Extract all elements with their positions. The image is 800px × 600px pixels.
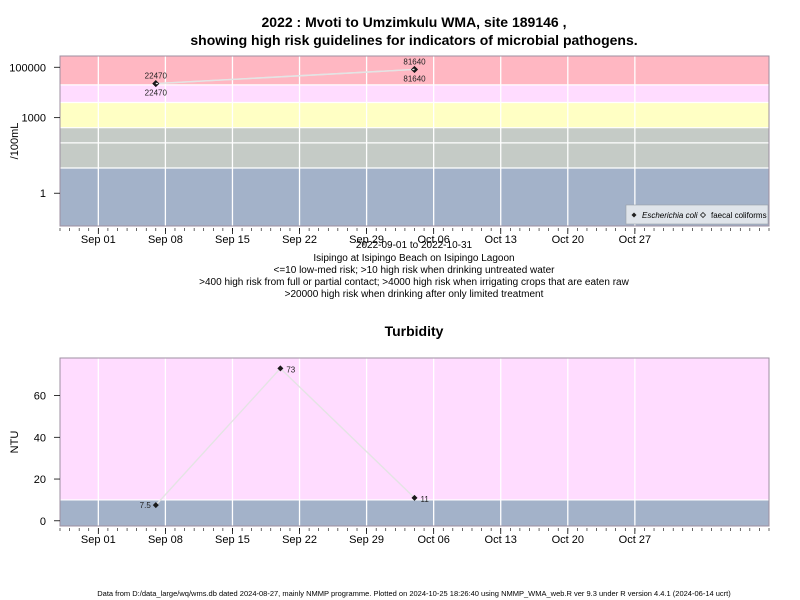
data-label: 22470 (145, 72, 168, 81)
plot-border (59, 55, 770, 227)
legend-label-ecoli: Escherichia coli (642, 211, 698, 220)
series-line (155, 68, 415, 85)
data-point (411, 494, 418, 501)
x-tick-label: Sep 08 (148, 534, 183, 546)
x-tick-label: Oct 20 (552, 234, 584, 246)
legend-box (625, 204, 769, 225)
y-tick-label: 40 (34, 432, 46, 444)
date-range-note: 2022-09-01 to 2022-10-31 (356, 240, 473, 251)
risk-band (60, 127, 769, 143)
site-description: Isipingo at Isipingo Beach on Isipingo L… (313, 253, 514, 264)
data-label: 11 (421, 495, 430, 504)
x-tick-label: Sep 15 (215, 534, 250, 546)
data-label: 81640 (403, 57, 426, 66)
risk-band (60, 499, 769, 526)
x-tick-label: Oct 27 (619, 534, 651, 546)
x-tick-label: Sep 01 (81, 234, 116, 246)
y-tick-label: 1 (40, 188, 46, 200)
x-tick-label: Sep 08 (148, 234, 183, 246)
risk-band (60, 102, 769, 128)
x-tick-label: Sep 22 (282, 534, 317, 546)
data-label: 7.5 (140, 501, 152, 510)
legend-marker-faecal (699, 211, 707, 219)
y-axis-label: NTU (9, 431, 21, 454)
turbidity-chart-panel: Sep 01 Sep 08 Sep 15 Sep 22 Sep 29 Oct 06 Oct … (9, 357, 770, 546)
guideline-note-3: >20000 high risk when drinking after onl… (285, 289, 544, 300)
risk-band (60, 84, 769, 103)
data-label: 73 (286, 365, 295, 374)
y-tick-label: 1000 (22, 113, 46, 125)
risk-band (60, 142, 769, 169)
risk-band (60, 358, 769, 500)
data-point (152, 502, 159, 509)
microbial-legend: Escherichia coli faecal coliforms (625, 204, 769, 225)
x-tick-label: Sep 22 (282, 234, 317, 246)
microbial-notes: 2022-09-01 to 2022-10-31 Isipingo at Isi… (199, 240, 629, 300)
chart-title-line-1: 2022 : Mvoti to Umzimkulu WMA, site 1891… (262, 14, 567, 30)
plot-border (59, 357, 770, 527)
data-label: 22470 (145, 89, 168, 98)
y-tick-label: 20 (34, 474, 46, 486)
data-point (152, 80, 160, 88)
footer-note: Data from D:/data_large/wq/wms.db dated … (97, 589, 731, 598)
microbial-chart-panel: Sep 01 Sep 08 Sep 15 Sep 22 Sep 29 Oct 06 Oct … (9, 55, 770, 246)
x-tick-label: Oct 06 (417, 534, 449, 546)
x-tick-label: Sep 15 (215, 234, 250, 246)
guideline-note-2: >400 high risk from full or partial cont… (199, 277, 629, 288)
turbidity-title: Turbidity (385, 323, 444, 339)
x-tick-label: Oct 27 (619, 234, 651, 246)
y-tick-label: 100000 (9, 62, 46, 74)
legend-marker-ecoli (631, 212, 637, 218)
y-tick-label: 60 (34, 391, 46, 403)
x-tick-label: Oct 06 (417, 234, 449, 246)
x-tick-label: Sep 29 (349, 534, 384, 546)
data-point (277, 365, 284, 372)
x-tick-label: Oct 13 (485, 534, 517, 546)
x-tick-label: Sep 29 (349, 234, 384, 246)
data-label: 81640 (403, 74, 426, 83)
x-tick-label: Sep 01 (81, 534, 116, 546)
y-tick-label: 0 (40, 516, 46, 528)
y-axis-label: /100mL (9, 123, 21, 160)
chart-title-line-2: showing high risk guidelines for indicat… (190, 32, 637, 48)
legend-label-faecal: faecal coliforms (711, 211, 767, 220)
x-tick-label: Oct 20 (552, 534, 584, 546)
x-tick-label: Oct 13 (485, 234, 517, 246)
data-point (410, 65, 419, 74)
guideline-note-1: <=10 low-med risk; >10 high risk when dr… (274, 265, 556, 276)
